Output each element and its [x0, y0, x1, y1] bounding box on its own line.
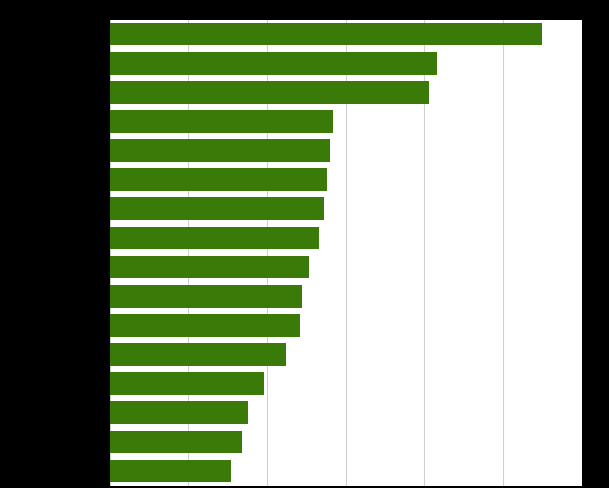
Bar [110, 314, 300, 337]
Bar [110, 285, 301, 307]
Bar [110, 198, 323, 220]
Bar [110, 460, 231, 482]
Bar [110, 430, 242, 453]
Bar [110, 343, 286, 366]
Bar [110, 402, 248, 424]
Bar [110, 23, 542, 45]
Bar [110, 52, 437, 75]
Bar [110, 168, 326, 191]
Bar [110, 372, 264, 395]
Bar [110, 139, 330, 162]
Bar [110, 81, 429, 103]
Bar [110, 256, 309, 279]
Bar [110, 226, 319, 249]
Bar [110, 110, 333, 133]
